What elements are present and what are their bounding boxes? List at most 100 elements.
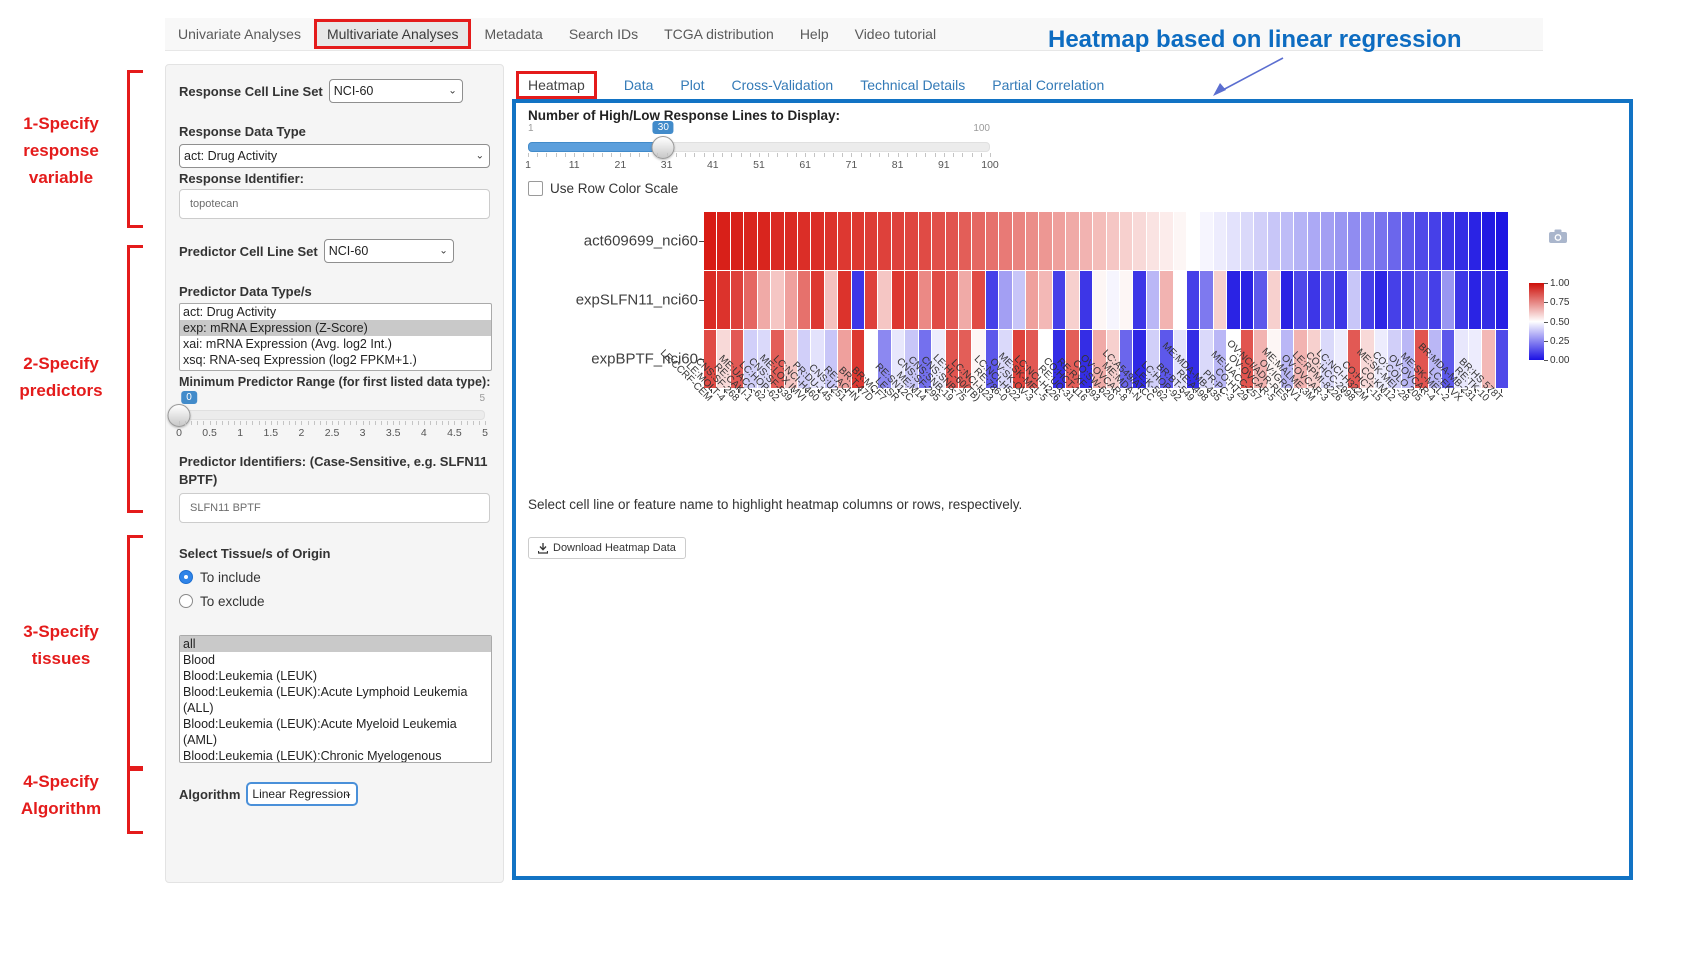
step2-label: 2-Specify predictors bbox=[19, 354, 103, 400]
top-navbar: Univariate Analyses Multivariate Analyses… bbox=[165, 18, 1543, 51]
column-tick bbox=[871, 389, 873, 393]
heatmap-cell bbox=[824, 330, 838, 388]
row-color-scale-checkbox[interactable]: Use Row Color Scale bbox=[528, 181, 678, 196]
tissue-listbox[interactable]: all Blood Blood:Leukemia (LEUK) Blood:Leuke… bbox=[179, 635, 492, 763]
heatmap-cell bbox=[1187, 330, 1200, 388]
slider-tick bbox=[722, 153, 724, 157]
heatmap-row-label[interactable]: expSLFN11_nci60 bbox=[575, 291, 698, 309]
tab-heatmap[interactable]: Heatmap bbox=[516, 70, 597, 99]
tab-cross-validation[interactable]: Cross-Validation bbox=[731, 76, 834, 93]
slider-tick bbox=[460, 421, 462, 425]
annotation-heading: Heatmap based on linear regression bbox=[1048, 26, 1462, 53]
heatmap-cell bbox=[905, 330, 918, 388]
slider-handle[interactable] bbox=[167, 404, 191, 427]
response-lines-slider[interactable]: 1 100 30 1 11 21 31 41 51 61 71 81 91 100 bbox=[525, 121, 999, 179]
slider-handle[interactable] bbox=[651, 136, 675, 159]
legend-tick bbox=[1544, 360, 1548, 361]
nav-item-help[interactable]: Help bbox=[799, 26, 829, 42]
heatmap-cell bbox=[918, 271, 932, 329]
slider-tick bbox=[221, 421, 223, 425]
column-tick bbox=[1206, 389, 1208, 393]
column-tick bbox=[1487, 389, 1489, 393]
heatmap-cell bbox=[1294, 271, 1307, 329]
heatmap-cell bbox=[905, 271, 918, 329]
list-option[interactable]: Blood:Leukemia (LEUK) bbox=[183, 669, 318, 683]
legend-tick bbox=[1544, 283, 1548, 284]
response-identifier-input[interactable] bbox=[179, 189, 490, 219]
list-option[interactable]: Blood:Leukemia (LEUK):Chronic Myelogenou… bbox=[183, 749, 442, 763]
slider-fill bbox=[528, 142, 666, 152]
slider-max-label: 100 bbox=[973, 123, 990, 134]
nav-item-multivariate-analyses[interactable]: Multivariate Analyses bbox=[313, 19, 472, 49]
download-heatmap-data-button[interactable]: Download Heatmap Data bbox=[528, 537, 686, 559]
list-option[interactable]: all bbox=[180, 636, 491, 652]
tab-data[interactable]: Data bbox=[623, 76, 654, 93]
heatmap-cell bbox=[1348, 330, 1361, 388]
tab-technical-details[interactable]: Technical Details bbox=[860, 76, 966, 93]
nav-item-tcga-distribution[interactable]: TCGA distribution bbox=[664, 26, 774, 42]
heatmap-cell bbox=[1227, 212, 1240, 270]
heatmap-cell bbox=[1307, 271, 1321, 329]
response-data-type-select[interactable]: act: Drug Activity ⌄ bbox=[179, 144, 490, 168]
algorithm-select[interactable]: Linear Regression ⌄ bbox=[246, 782, 359, 806]
column-tick bbox=[1166, 389, 1168, 393]
tissue-include-radio[interactable]: To include bbox=[179, 566, 490, 588]
tissue-exclude-radio[interactable]: To exclude bbox=[179, 590, 490, 612]
heatmap-cell bbox=[851, 330, 864, 388]
heatmap-cell bbox=[811, 212, 824, 270]
column-tick bbox=[1059, 389, 1061, 393]
column-tick bbox=[1260, 389, 1262, 393]
heatmap-cell bbox=[1294, 330, 1307, 388]
nav-item-metadata[interactable]: Metadata bbox=[484, 26, 543, 42]
slider-tick bbox=[393, 421, 395, 425]
nav-item-video-tutorial[interactable]: Video tutorial bbox=[854, 26, 937, 42]
column-tick bbox=[1327, 389, 1329, 393]
heatmap-cell bbox=[838, 330, 851, 388]
list-option[interactable]: Blood:Leukemia (LEUK):Acute Myeloid Leuk… bbox=[183, 717, 457, 747]
slider-tick bbox=[731, 153, 733, 157]
slider-tick bbox=[380, 421, 382, 425]
heatmap-cell bbox=[784, 212, 797, 270]
predictor-cell-line-set-label: Predictor Cell Line Set bbox=[179, 243, 318, 259]
heatmap-cell bbox=[1160, 330, 1173, 388]
heatmap-row-label[interactable]: expBPTF_nci60 bbox=[591, 350, 698, 368]
tissue-include-label: To include bbox=[200, 569, 261, 585]
list-option[interactable]: xsq: RNA-seq Expression (log2 FPKM+1.) bbox=[183, 353, 417, 367]
slider-tick-label: 1 bbox=[525, 159, 531, 171]
slider-tick bbox=[990, 153, 991, 157]
heatmap-cell bbox=[1039, 330, 1052, 388]
heatmap-cell bbox=[972, 212, 985, 270]
slider-tick bbox=[295, 421, 297, 425]
slider-tick bbox=[694, 153, 696, 157]
nav-item-univariate-analyses[interactable]: Univariate Analyses bbox=[178, 26, 301, 42]
predictor-data-types-listbox[interactable]: act: Drug Activity exp: mRNA Expression (… bbox=[179, 303, 492, 371]
heatmap-row-label[interactable]: act609699_nci60 bbox=[583, 232, 698, 250]
list-option[interactable]: Blood:Leukemia (LEUK):Acute Lymphoid Leu… bbox=[183, 685, 468, 715]
tab-partial-correlation[interactable]: Partial Correlation bbox=[992, 76, 1105, 93]
heatmap-cell bbox=[1066, 271, 1079, 329]
heatmap-cell bbox=[1482, 330, 1495, 388]
legend-tick bbox=[1544, 340, 1548, 342]
column-tick bbox=[1474, 389, 1476, 393]
slider-tick bbox=[252, 421, 254, 425]
tab-plot[interactable]: Plot bbox=[680, 76, 705, 93]
slider-tick bbox=[786, 153, 788, 157]
heatmap-cell bbox=[1401, 271, 1415, 329]
list-option[interactable]: exp: mRNA Expression (Z-Score) bbox=[180, 320, 491, 336]
slider-tick-label: 71 bbox=[845, 159, 858, 171]
slider-tick bbox=[283, 421, 285, 425]
column-tick bbox=[1353, 389, 1355, 393]
heatmap-cell bbox=[1441, 271, 1455, 329]
predictor-identifiers-input[interactable] bbox=[179, 493, 490, 523]
slider-track[interactable] bbox=[179, 410, 485, 420]
response-cell-line-set-select[interactable]: NCI-60 ⌄ bbox=[328, 79, 463, 103]
list-option[interactable]: Blood bbox=[183, 653, 215, 667]
list-option[interactable]: xai: mRNA Expression (Avg. log2 Int.) bbox=[183, 337, 392, 351]
slider-tick bbox=[657, 153, 659, 157]
min-predictor-range-slider[interactable]: 5 0 0 0.5 1 1.5 2 2.5 3 3.5 4 4.5 5 bbox=[167, 391, 488, 445]
list-option[interactable]: act: Drug Activity bbox=[183, 305, 277, 319]
predictor-cell-line-set-select[interactable]: NCI-60 ⌄ bbox=[323, 239, 454, 263]
camera-download-icon[interactable] bbox=[1548, 228, 1568, 244]
column-tick bbox=[1407, 389, 1409, 393]
nav-item-search-ids[interactable]: Search IDs bbox=[568, 26, 639, 42]
